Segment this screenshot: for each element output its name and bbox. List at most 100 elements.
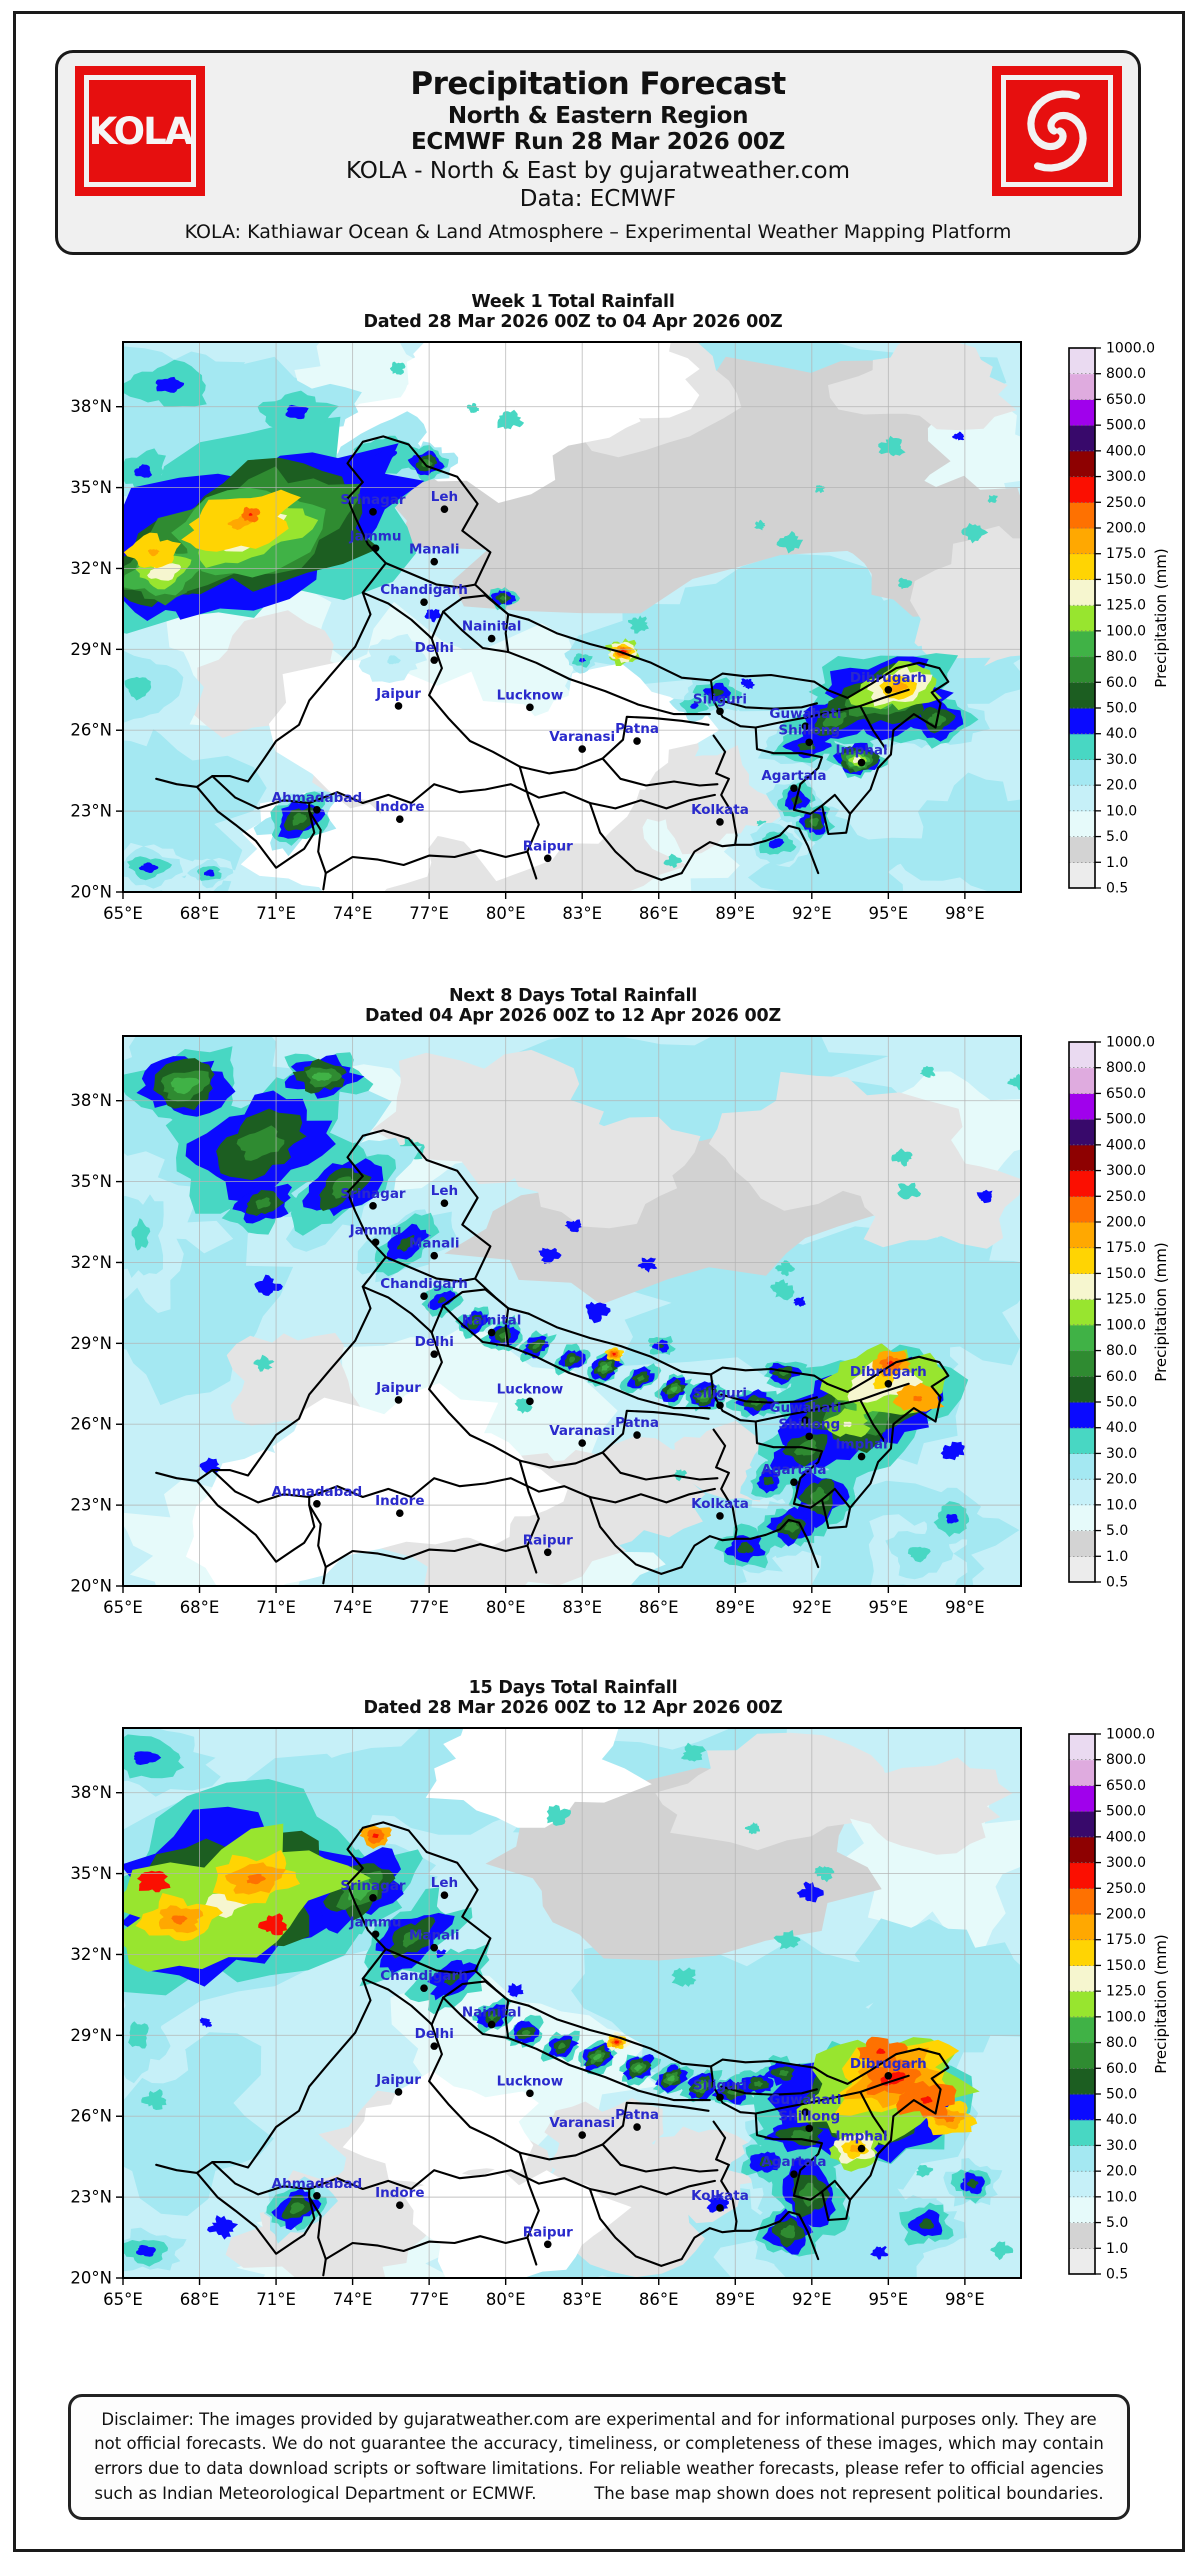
svg-text:100.0: 100.0 [1106,2009,1146,2025]
svg-text:Indore: Indore [375,799,424,815]
svg-text:200.0: 200.0 [1106,521,1146,537]
svg-text:Imphal: Imphal [835,743,887,759]
svg-text:83°E: 83°E [562,904,602,923]
svg-text:500.0: 500.0 [1106,1112,1146,1128]
svg-text:200.0: 200.0 [1106,1215,1146,1231]
svg-text:26°N: 26°N [70,2107,112,2126]
svg-text:Jammu: Jammu [349,1222,402,1238]
map-week1-canvas: Srinagar Leh Jammu Manali Chandigarh Nainital… [70,341,1170,924]
svg-text:83°E: 83°E [562,2290,602,2309]
svg-text:95°E: 95°E [869,1598,909,1617]
svg-text:Jammu: Jammu [349,1914,402,1930]
svg-text:10.0: 10.0 [1106,1497,1137,1513]
disclaimer-text: Disclaimer: The images provided by gujar… [94,2409,1104,2503]
svg-text:29°N: 29°N [70,640,112,659]
map1-title-line2: Dated 28 Mar 2026 00Z to 04 Apr 2026 00Z [363,312,783,332]
svg-text:1000.0: 1000.0 [1106,1727,1155,1743]
svg-text:74°E: 74°E [333,904,373,923]
svg-text:150.0: 150.0 [1106,1266,1146,1282]
svg-text:Raipur: Raipur [523,838,573,854]
svg-text:5.0: 5.0 [1106,1523,1128,1539]
svg-text:98°E: 98°E [945,1598,985,1617]
svg-text:1.0: 1.0 [1106,1549,1128,1565]
svg-text:Varanasi: Varanasi [549,2115,615,2131]
source-subtitle: KOLA - North & East by gujaratweather.co… [345,158,851,185]
svg-text:10.0: 10.0 [1106,803,1137,819]
svg-text:Agartala: Agartala [761,2154,826,2170]
svg-text:Raipur: Raipur [523,1532,573,1548]
header-text: Precipitation Forecast North & Eastern R… [218,67,978,213]
svg-text:89°E: 89°E [715,904,755,923]
svg-text:Siliguri: Siliguri [693,1385,747,1401]
svg-text:500.0: 500.0 [1106,418,1146,434]
svg-text:74°E: 74°E [333,2290,373,2309]
svg-text:0.5: 0.5 [1106,881,1128,897]
svg-text:80.0: 80.0 [1106,1343,1137,1359]
svg-text:Jaipur: Jaipur [375,686,421,702]
svg-text:77°E: 77°E [409,1598,449,1617]
svg-text:40.0: 40.0 [1106,1420,1137,1436]
svg-text:150.0: 150.0 [1106,572,1146,588]
svg-text:650.0: 650.0 [1106,392,1146,408]
svg-text:38°N: 38°N [70,397,112,416]
svg-text:Ahmadabad: Ahmadabad [272,2176,362,2192]
svg-text:Kolkata: Kolkata [691,2188,749,2204]
svg-text:20.0: 20.0 [1106,1472,1137,1488]
svg-text:0.5: 0.5 [1106,2267,1128,2283]
map-next8days-canvas: Srinagar Leh Jammu Manali Chandigarh Nainital… [70,1035,1170,1618]
svg-text:86°E: 86°E [639,904,679,923]
svg-text:Indore: Indore [375,2185,424,2201]
svg-text:Manali: Manali [409,1928,460,1944]
svg-text:71°E: 71°E [256,904,296,923]
svg-text:98°E: 98°E [945,2290,985,2309]
svg-text:95°E: 95°E [869,904,909,923]
svg-text:Delhi: Delhi [415,640,454,656]
svg-text:Chandigarh: Chandigarh [380,1276,468,1292]
svg-text:Shillong: Shillong [778,722,840,738]
svg-text:Agartala: Agartala [761,1462,826,1478]
svg-text:65°E: 65°E [103,2290,143,2309]
svg-text:Precipitation (mm): Precipitation (mm) [1152,1934,1170,2073]
svg-text:20°N: 20°N [70,2269,112,2288]
svg-text:Agartala: Agartala [761,768,826,784]
svg-text:80°E: 80°E [486,904,526,923]
svg-text:50.0: 50.0 [1106,2087,1137,2103]
svg-text:0.5: 0.5 [1106,1575,1128,1591]
svg-text:10.0: 10.0 [1106,2189,1137,2205]
kola-logo-icon: KOLA [75,66,205,196]
svg-text:32°N: 32°N [70,1253,112,1272]
svg-text:Varanasi: Varanasi [549,1423,615,1439]
svg-text:32°N: 32°N [70,559,112,578]
svg-text:Shillong: Shillong [778,2108,840,2124]
svg-text:Nainital: Nainital [462,1313,521,1329]
svg-text:77°E: 77°E [409,904,449,923]
svg-text:50.0: 50.0 [1106,1395,1137,1411]
svg-text:Varanasi: Varanasi [549,729,615,745]
svg-text:Delhi: Delhi [415,1334,454,1350]
svg-text:Raipur: Raipur [523,2224,573,2240]
svg-text:Nainital: Nainital [462,619,521,635]
svg-text:Imphal: Imphal [835,1437,887,1453]
svg-text:Guwahati: Guwahati [769,1400,841,1416]
svg-text:Imphal: Imphal [835,2129,887,2145]
svg-text:Siliguri: Siliguri [693,691,747,707]
svg-text:Dibrugarh: Dibrugarh [850,2056,927,2072]
map1-title: Week 1 Total Rainfall Dated 28 Mar 2026 … [124,292,1022,332]
region-subtitle: North & Eastern Region [447,102,749,129]
svg-text:800.0: 800.0 [1106,366,1146,382]
kola-logo-text: KOLA [88,109,194,153]
svg-text:200.0: 200.0 [1106,1907,1146,1923]
svg-text:92°E: 92°E [792,904,832,923]
svg-text:60.0: 60.0 [1106,2061,1137,2077]
svg-text:Jaipur: Jaipur [375,1380,421,1396]
page-title: Precipitation Forecast [410,66,786,102]
svg-text:Chandigarh: Chandigarh [380,1968,468,1984]
svg-text:Ahmadabad: Ahmadabad [272,790,362,806]
svg-text:20.0: 20.0 [1106,2164,1137,2180]
svg-text:23°N: 23°N [70,802,112,821]
svg-text:80°E: 80°E [486,2290,526,2309]
svg-text:30.0: 30.0 [1106,2138,1137,2154]
map3-title-line2: Dated 28 Mar 2026 00Z to 12 Apr 2026 00Z [363,1698,783,1718]
svg-text:Guwahati: Guwahati [769,2092,841,2108]
svg-text:Nainital: Nainital [462,2005,521,2021]
